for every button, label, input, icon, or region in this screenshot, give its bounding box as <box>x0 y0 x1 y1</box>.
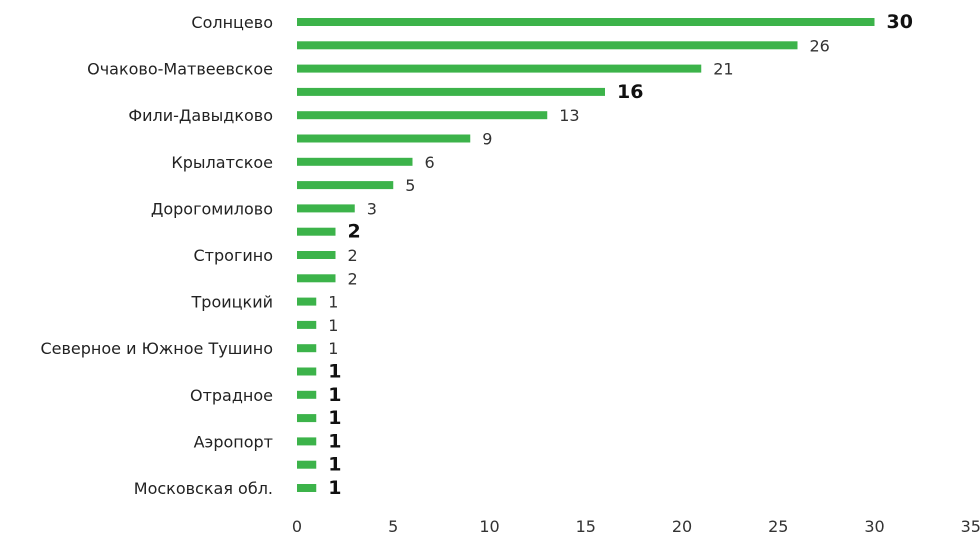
value-label-6: 6 <box>425 153 435 172</box>
x-tick-label-5: 25 <box>768 517 788 536</box>
bar-14 <box>297 344 317 353</box>
bar-12 <box>297 297 317 306</box>
value-label-3: 16 <box>617 81 643 103</box>
x-tick-label-2: 10 <box>479 517 499 536</box>
value-label-14: 1 <box>328 339 338 358</box>
value-label-15: 1 <box>328 361 341 383</box>
bar-2 <box>297 64 702 73</box>
category-label-6: Крылатское <box>171 153 273 172</box>
value-label-20: 1 <box>328 477 341 499</box>
x-tick-label-0: 0 <box>292 517 302 536</box>
value-label-17: 1 <box>328 407 341 429</box>
bar-11 <box>297 274 336 283</box>
category-label-14: Северное и Южное Тушино <box>40 339 273 358</box>
bar-3 <box>297 87 605 96</box>
value-label-1: 26 <box>810 36 830 55</box>
bar-6 <box>297 157 413 166</box>
value-label-18: 1 <box>328 430 341 452</box>
bar-18 <box>297 437 317 446</box>
x-tick-label-3: 15 <box>576 517 596 536</box>
x-tick-label-7: 35 <box>961 517 980 536</box>
value-label-11: 2 <box>348 269 358 288</box>
value-label-19: 1 <box>328 454 341 476</box>
value-label-12: 1 <box>328 293 338 312</box>
value-label-13: 1 <box>328 316 338 335</box>
category-label-8: Дорогомилово <box>151 199 273 218</box>
category-label-20: Московская обл. <box>134 479 273 498</box>
value-label-10: 2 <box>348 246 358 265</box>
category-label-16: Отрадное <box>190 386 273 405</box>
bar-9 <box>297 227 336 236</box>
value-label-0: 30 <box>887 11 913 33</box>
bar-19 <box>297 460 317 469</box>
value-label-9: 2 <box>348 221 361 243</box>
bar-10 <box>297 251 336 259</box>
bar-0 <box>297 18 875 26</box>
category-label-12: Троицкий <box>191 293 273 312</box>
x-tick-label-1: 5 <box>388 517 398 536</box>
bar-13 <box>297 320 317 329</box>
category-label-0: Солнцево <box>191 13 273 32</box>
category-label-18: Аэропорт <box>194 432 273 451</box>
value-label-8: 3 <box>367 199 377 218</box>
bar-8 <box>297 204 355 213</box>
bar-15 <box>297 367 317 376</box>
bar-4 <box>297 111 548 120</box>
category-label-4: Фили-Давыдково <box>128 106 273 125</box>
bar-7 <box>297 181 394 190</box>
value-label-7: 5 <box>405 176 415 195</box>
category-label-10: Строгино <box>194 246 274 265</box>
x-tick-label-6: 30 <box>864 517 884 536</box>
value-label-16: 1 <box>328 384 341 406</box>
bar-16 <box>297 390 317 399</box>
value-label-4: 13 <box>559 106 579 125</box>
value-label-5: 9 <box>482 130 492 149</box>
bar-20 <box>297 484 317 492</box>
bar-5 <box>297 134 471 143</box>
category-label-2: Очаково-Матвеевское <box>87 60 273 79</box>
bar-1 <box>297 41 798 50</box>
x-tick-label-4: 20 <box>672 517 692 536</box>
value-label-2: 21 <box>713 60 733 79</box>
bar-17 <box>297 414 317 423</box>
